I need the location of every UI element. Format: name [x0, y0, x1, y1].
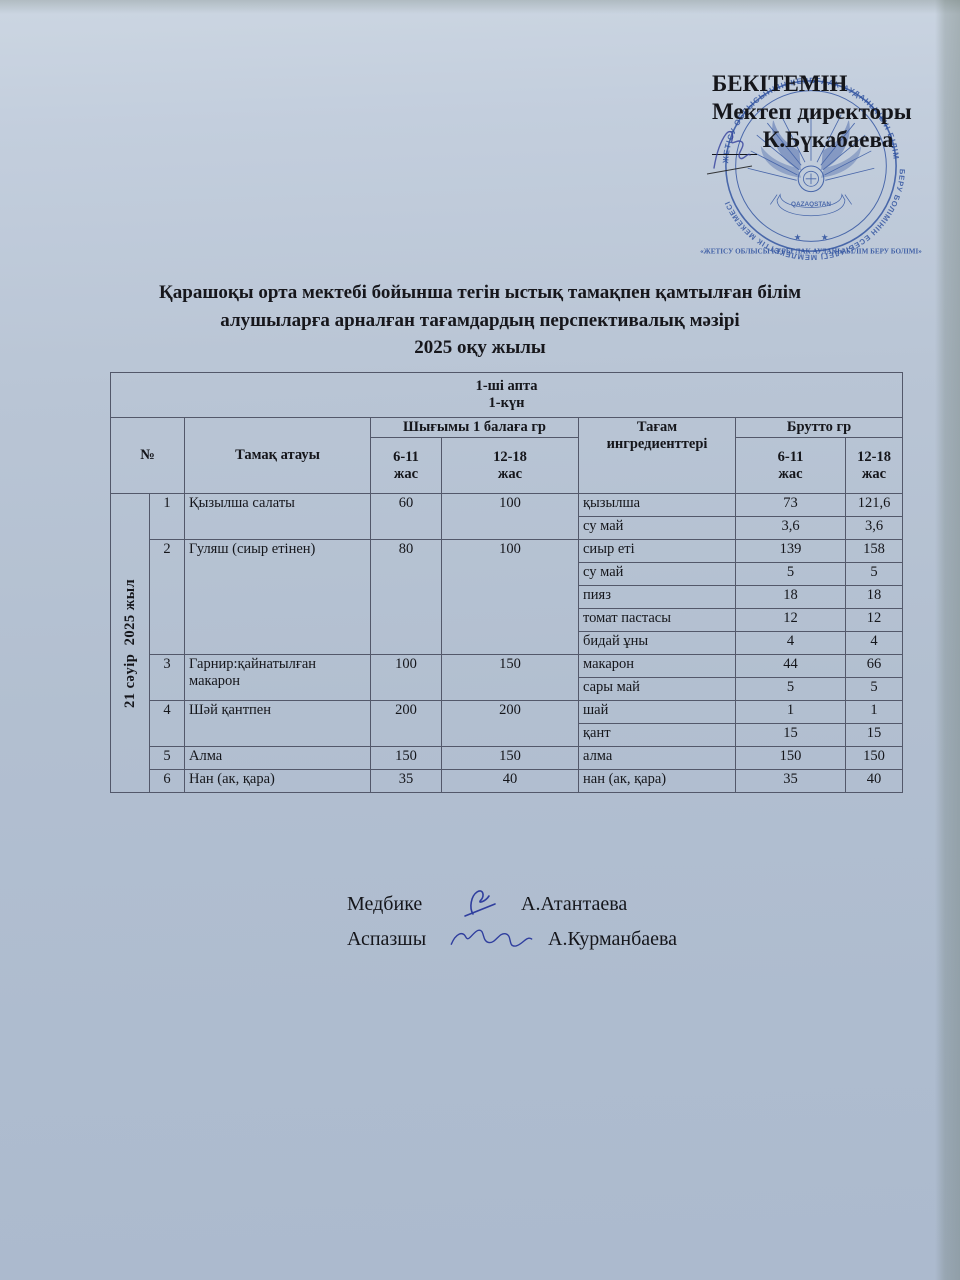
svg-text:QAZAQSTAN: QAZAQSTAN — [791, 201, 831, 208]
svg-text:★: ★ — [794, 233, 801, 242]
svg-text:«ЖЕТІСУ ОБЛЫСЫ КЕРБҒЛАК АУДАНЫ: «ЖЕТІСУ ОБЛЫСЫ КЕРБҒЛАК АУДАНЫ БІЛІМ БЕР… — [700, 247, 922, 255]
svg-text:★: ★ — [821, 233, 828, 242]
